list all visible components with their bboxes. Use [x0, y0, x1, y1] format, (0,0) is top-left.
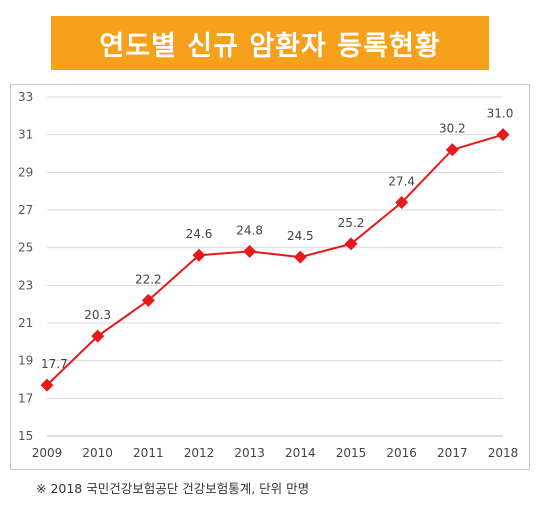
x-tick-label: 2015: [336, 446, 367, 460]
y-tick-label: 17: [18, 391, 33, 405]
data-point-marker: [243, 244, 257, 258]
data-point-marker: [91, 329, 105, 343]
y-tick-label: 29: [18, 165, 33, 179]
data-point-marker: [293, 250, 307, 264]
x-tick-label: 2011: [133, 446, 164, 460]
y-tick-label: 31: [18, 128, 33, 142]
x-tick-label: 2017: [437, 446, 468, 460]
x-tick-label: 2016: [386, 446, 417, 460]
data-point-marker: [445, 143, 459, 157]
series-line: [46, 133, 504, 386]
chart-title: 연도별 신규 암환자 등록현황: [99, 30, 441, 62]
data-point-marker: [344, 237, 358, 251]
data-point-marker: [192, 248, 206, 262]
chart-frame: [10, 84, 530, 470]
data-label: 30.2: [439, 122, 466, 136]
data-label: 22.2: [135, 272, 162, 286]
x-tick-label: 2014: [285, 446, 316, 460]
data-label: 24.8: [236, 223, 263, 237]
data-label: 27.4: [388, 174, 415, 188]
x-tick-label: 2009: [32, 446, 63, 460]
data-label: 20.3: [84, 308, 111, 322]
data-point-marker: [395, 195, 409, 209]
source-footnote: ※ 2018 국민건강보험공단 건강보험통계, 단위 만명: [36, 481, 310, 496]
y-tick-label: 25: [18, 241, 33, 255]
data-label: 24.5: [287, 229, 314, 243]
y-tick-label: 27: [18, 203, 33, 217]
x-tick-label: 2013: [234, 446, 265, 460]
data-label: 24.6: [186, 227, 213, 241]
data-point-marker: [141, 293, 155, 307]
y-tick-label: 33: [18, 90, 33, 104]
x-tick-label: 2012: [184, 446, 215, 460]
data-point-marker: [40, 378, 54, 392]
data-label: 17.7: [41, 357, 68, 371]
y-tick-label: 21: [18, 316, 33, 330]
chart-title-banner: 연도별 신규 암환자 등록현황: [51, 16, 489, 70]
data-label: 25.2: [338, 216, 365, 230]
y-tick-label: 15: [18, 429, 33, 443]
y-tick-label: 19: [18, 354, 33, 368]
data-label: 31.0: [487, 107, 514, 121]
x-tick-label: 2010: [82, 446, 113, 460]
y-tick-label: 23: [18, 278, 33, 292]
data-point-marker: [496, 128, 510, 142]
x-tick-label: 2018: [488, 446, 519, 460]
